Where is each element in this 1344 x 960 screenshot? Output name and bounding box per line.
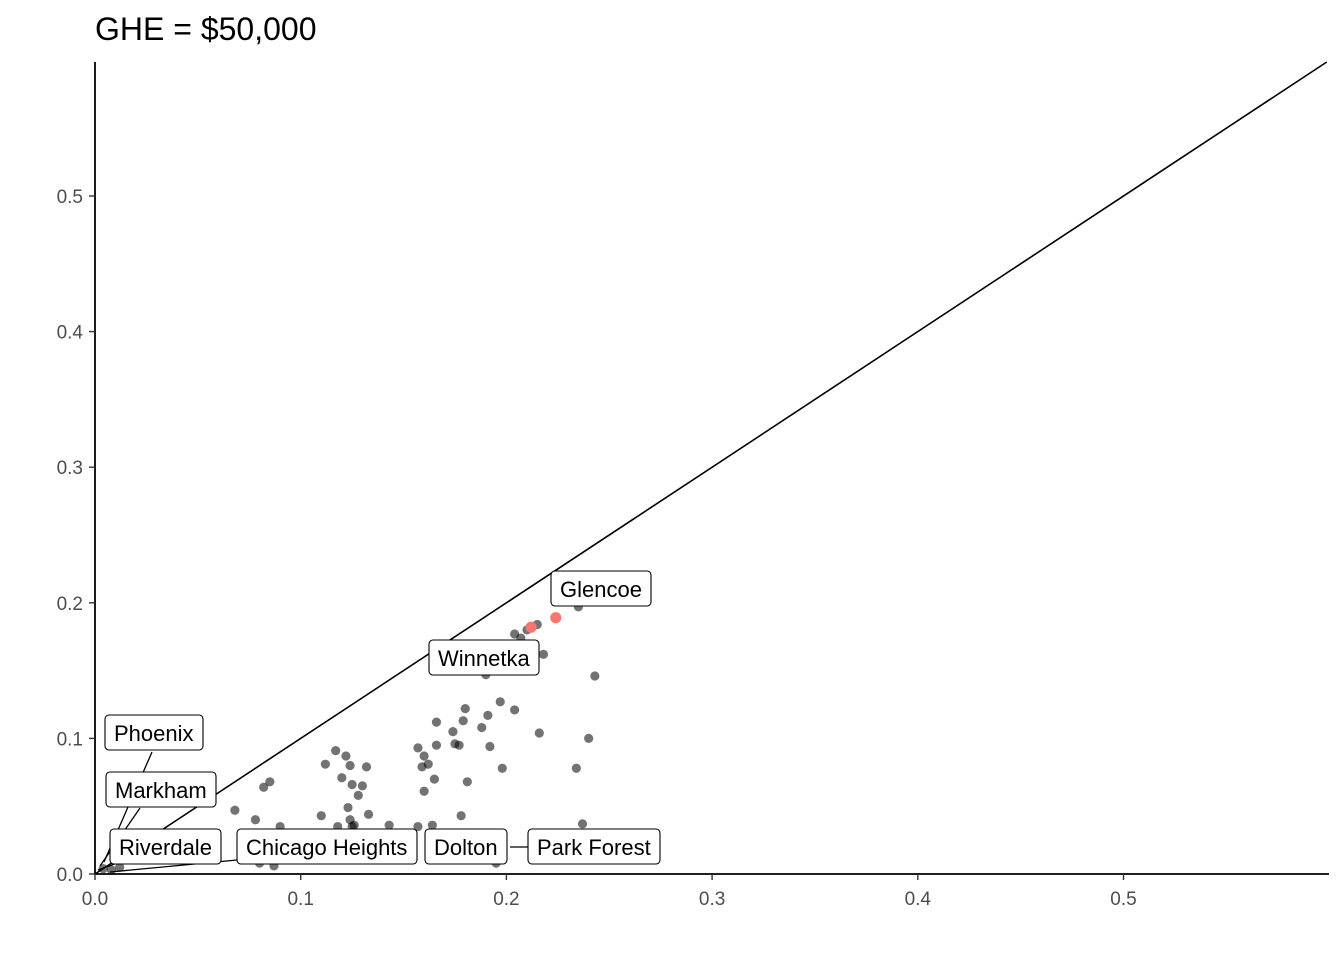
data-point bbox=[349, 820, 359, 830]
point-label-box bbox=[109, 828, 222, 865]
axes: 0.0 0.1 0.2 0.3 0.4 0.5 0.0 0.1 0.2 0.3 0.4 0.5 bbox=[57, 62, 1329, 910]
point-label-box bbox=[424, 828, 508, 865]
y-tick-label: 0.0 bbox=[57, 865, 83, 886]
point-label-text: Glencoe bbox=[560, 577, 642, 602]
data-point bbox=[431, 740, 442, 750]
point-label: Park Forest bbox=[527, 828, 661, 865]
data-point bbox=[485, 741, 495, 752]
data-point bbox=[483, 710, 493, 720]
data-point bbox=[495, 697, 505, 707]
y-tick-label: 0.4 bbox=[57, 323, 84, 344]
point-label-text: Markham bbox=[115, 778, 207, 803]
data-point bbox=[510, 705, 520, 715]
point-label: Markham bbox=[105, 771, 217, 808]
reference-line-layer bbox=[94, 61, 1328, 875]
point-label: Dolton bbox=[424, 828, 508, 865]
x-tick-label: 0.5 bbox=[1110, 889, 1136, 910]
data-point bbox=[538, 649, 549, 659]
data-point bbox=[577, 819, 588, 829]
point-label-box bbox=[236, 828, 418, 865]
point-labels-layer: Glencoe Winnetka Phoenix Markham Riverdale Ch… bbox=[104, 570, 661, 865]
data-point bbox=[320, 759, 330, 769]
point-label: Glencoe bbox=[550, 570, 652, 607]
data-point bbox=[460, 703, 470, 714]
point-label-box bbox=[105, 771, 217, 808]
point-label-text: Chicago Heights bbox=[246, 835, 407, 860]
x-tick-label: 0.4 bbox=[905, 889, 932, 910]
data-point bbox=[353, 790, 363, 800]
point-label-text: Riverdale bbox=[119, 835, 212, 860]
points-layer bbox=[98, 602, 600, 875]
point-label-box bbox=[550, 570, 652, 607]
point-label-text: Park Forest bbox=[537, 835, 651, 860]
data-point bbox=[423, 759, 433, 769]
data-point bbox=[427, 820, 437, 830]
point-label: Riverdale bbox=[109, 828, 222, 865]
highlighted-point bbox=[525, 621, 537, 633]
data-point bbox=[337, 773, 347, 783]
y-tick-label: 0.5 bbox=[57, 187, 83, 208]
data-point bbox=[115, 862, 125, 872]
data-point bbox=[477, 722, 487, 733]
point-label: Phoenix bbox=[104, 714, 204, 751]
data-point bbox=[413, 821, 423, 832]
data-point bbox=[230, 805, 240, 815]
x-tick-label: 0.1 bbox=[287, 889, 313, 910]
x-tick-label: 0.2 bbox=[493, 889, 519, 910]
data-point bbox=[534, 728, 544, 738]
data-point bbox=[343, 802, 353, 813]
data-point bbox=[259, 782, 269, 792]
chart-title: GHE = $50,000 bbox=[95, 11, 316, 47]
reference-line bbox=[94, 61, 1328, 875]
data-point bbox=[419, 751, 429, 761]
point-label-box bbox=[428, 639, 540, 676]
data-point bbox=[458, 716, 468, 726]
point-label: Winnetka bbox=[428, 639, 540, 676]
data-point bbox=[462, 777, 472, 787]
data-point bbox=[429, 774, 440, 784]
data-point bbox=[431, 717, 442, 727]
data-point bbox=[571, 763, 581, 773]
data-point bbox=[456, 811, 466, 821]
data-point bbox=[363, 809, 374, 819]
x-tick-label: 0.3 bbox=[699, 889, 725, 910]
data-point bbox=[454, 740, 464, 750]
data-point bbox=[590, 671, 600, 681]
data-point bbox=[361, 762, 372, 772]
point-label-box bbox=[527, 828, 661, 865]
y-tick-label: 0.3 bbox=[57, 458, 83, 479]
data-point bbox=[497, 763, 507, 773]
data-point bbox=[345, 760, 355, 771]
point-label-text: Phoenix bbox=[114, 721, 194, 746]
data-point bbox=[265, 777, 275, 787]
data-point bbox=[419, 786, 429, 796]
data-point bbox=[347, 779, 357, 790]
highlighted-point bbox=[550, 612, 562, 624]
point-label-text: Dolton bbox=[434, 835, 498, 860]
data-point bbox=[384, 820, 394, 830]
data-point bbox=[584, 733, 594, 744]
data-point bbox=[316, 811, 326, 821]
data-point bbox=[250, 815, 261, 825]
y-tick-label: 0.2 bbox=[57, 594, 83, 615]
data-point bbox=[357, 781, 368, 791]
data-point bbox=[413, 743, 423, 753]
point-label-box bbox=[104, 714, 204, 751]
y-tick-label: 0.1 bbox=[57, 729, 83, 750]
data-point bbox=[331, 746, 341, 756]
point-label: Chicago Heights bbox=[236, 828, 418, 865]
point-label-text: Winnetka bbox=[438, 646, 530, 671]
data-point bbox=[341, 751, 351, 761]
x-tick-label: 0.0 bbox=[82, 889, 108, 910]
data-point bbox=[448, 727, 458, 737]
